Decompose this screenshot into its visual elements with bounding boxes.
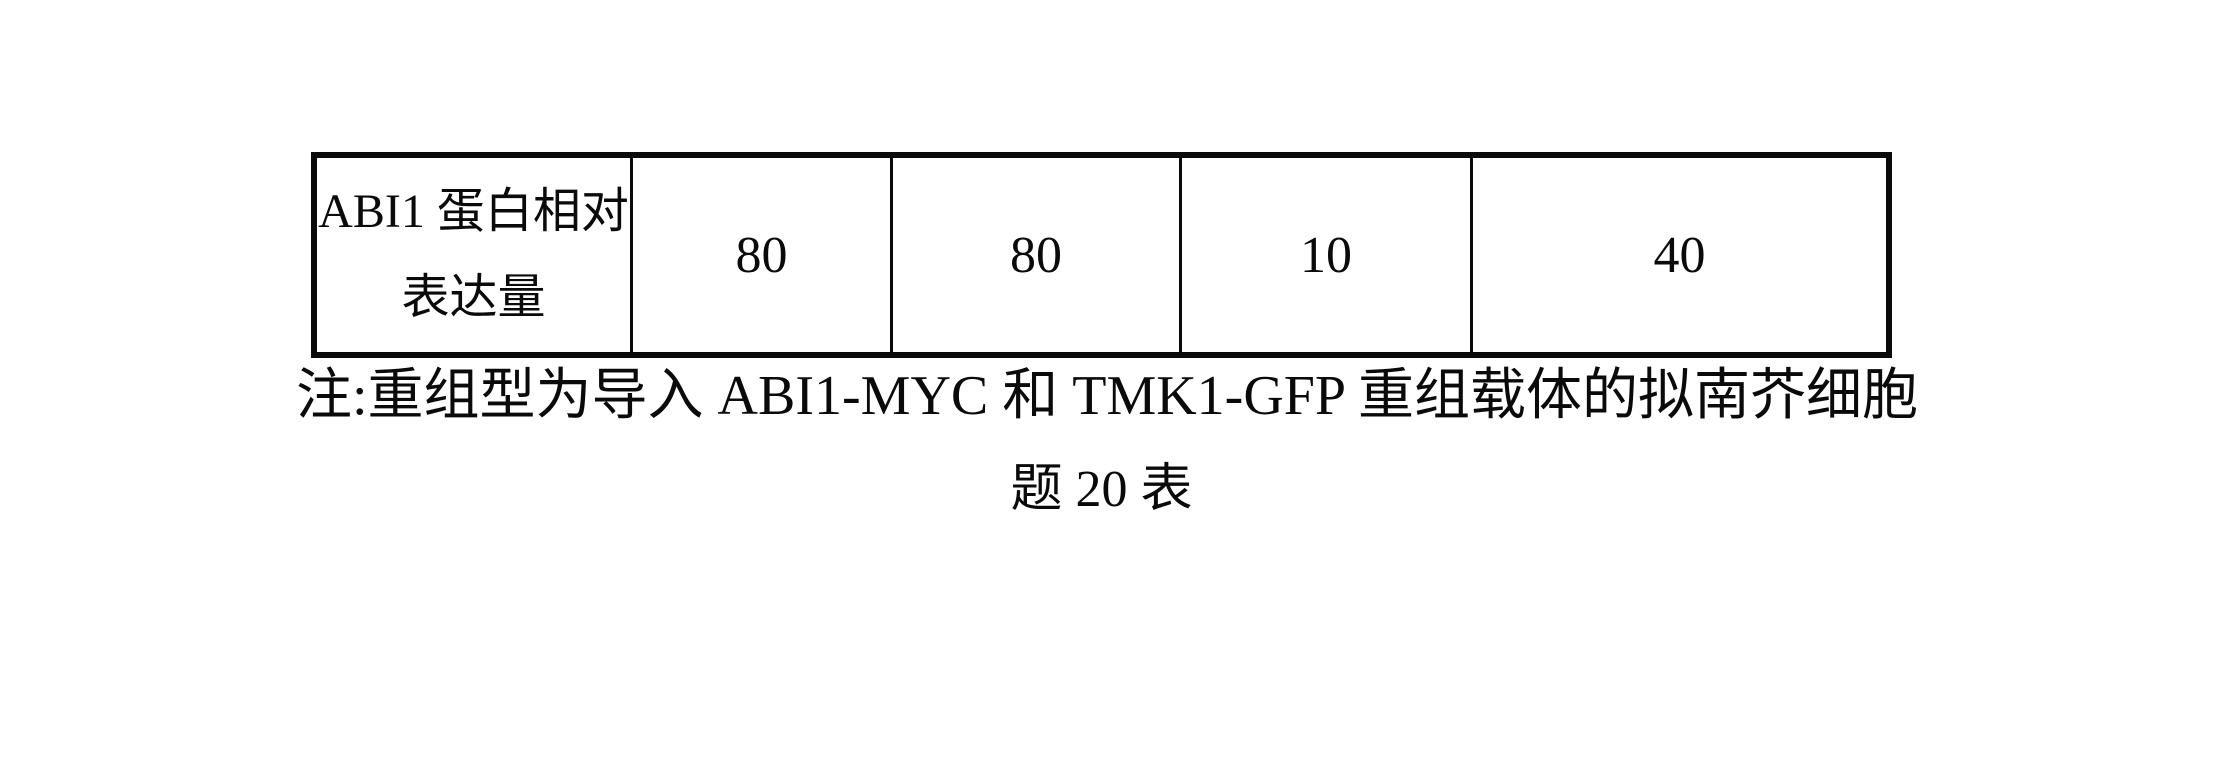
row-header-line2: 表达量 [401, 271, 546, 324]
table-caption: 题 20 表 [1010, 461, 1193, 518]
expression-table: ABI1 蛋白相对 表达量 80 80 10 40 [311, 152, 1892, 358]
row-header-line1: ABI1 蛋白相对 [318, 185, 629, 238]
table-row-header-cell: ABI1 蛋白相对 表达量 [317, 158, 633, 352]
table-value-cell-2: 80 [893, 158, 1182, 352]
table-value-cell-3: 10 [1182, 158, 1473, 352]
table-value-cell-1: 80 [633, 158, 893, 352]
table-footnote: 注:重组型为导入 ABI1-MYC 和 TMK1-GFP 重组载体的拟南芥细胞 [296, 365, 1918, 427]
table-value-cell-4: 40 [1653, 226, 1706, 284]
